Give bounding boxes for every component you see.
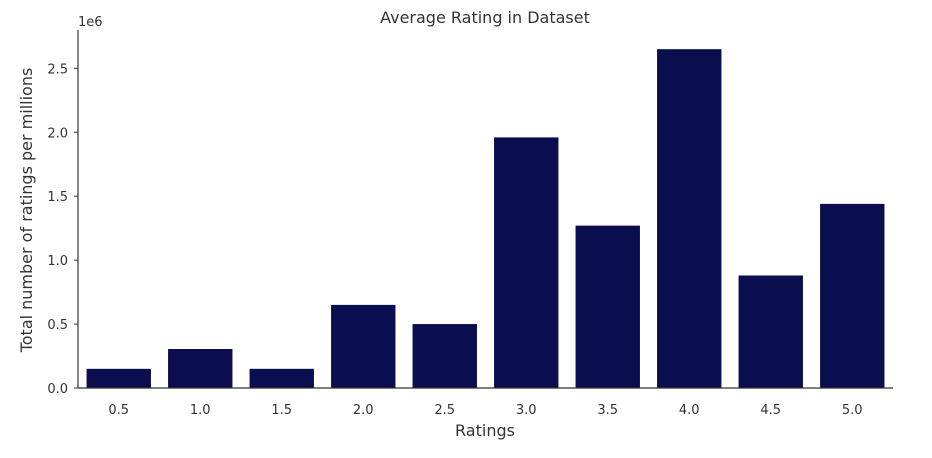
y-tick-label: 0.5 — [47, 318, 68, 333]
chart-title: Average Rating in Dataset — [380, 8, 590, 27]
x-tick-label: 4.5 — [760, 403, 781, 418]
x-tick-label: 1.5 — [271, 403, 292, 418]
x-tick-label: 2.5 — [434, 403, 455, 418]
y-tick-label: 0.0 — [47, 382, 68, 397]
x-tick-label: 2.0 — [353, 403, 374, 418]
y-axis-ticks: 0.0 0.5 1.0 1.5 2.0 2.5 — [47, 62, 78, 397]
y-tick-label: 2.0 — [47, 126, 68, 141]
y-axis-offset-label: 1e6 — [78, 15, 103, 30]
bar-2.5 — [412, 324, 477, 388]
y-tick-label: 1.5 — [47, 190, 68, 205]
bar-0.5 — [86, 368, 151, 388]
bar-1.0 — [168, 349, 233, 388]
bar-4.5 — [738, 275, 803, 388]
y-axis-title: Total number of ratings per millions — [17, 68, 36, 354]
bar-2.0 — [331, 304, 396, 388]
x-tick-label: 1.0 — [190, 403, 211, 418]
bar-4.0 — [657, 49, 722, 389]
bars-group — [86, 49, 885, 389]
x-tick-label: 5.0 — [842, 403, 863, 418]
bar-3.5 — [575, 225, 640, 388]
x-tick-label: 4.0 — [679, 403, 700, 418]
x-axis-ticks: 0.5 1.0 1.5 2.0 2.5 3.0 3.5 4.0 4.5 5.0 — [108, 403, 862, 418]
x-tick-label: 0.5 — [108, 403, 129, 418]
bar-5.0 — [820, 203, 885, 388]
y-tick-label: 2.5 — [47, 62, 68, 77]
bar-3.0 — [494, 137, 559, 388]
x-tick-label: 3.5 — [597, 403, 618, 418]
y-tick-label: 1.0 — [47, 254, 68, 269]
bar-1.5 — [249, 368, 314, 388]
x-tick-label: 3.0 — [516, 403, 537, 418]
x-axis-title: Ratings — [455, 421, 515, 440]
